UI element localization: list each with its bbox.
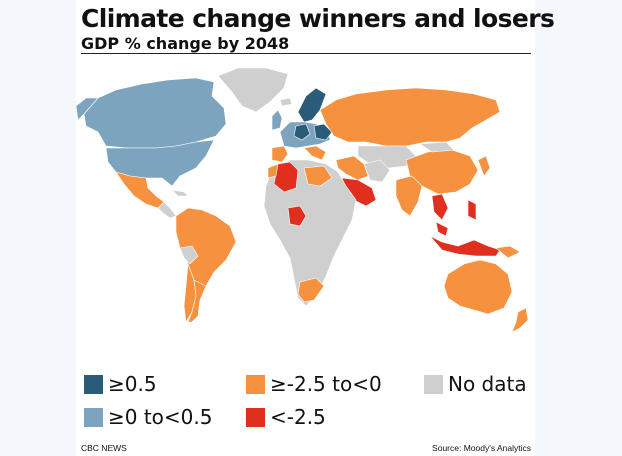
korea-japan-region [477, 155, 491, 177]
legend-swatch-gain-high [84, 374, 103, 394]
legend-swatch-loss-moderate [246, 374, 265, 394]
legend-swatch-no-data [424, 374, 443, 394]
india-region [395, 175, 423, 217]
region-south-america [175, 207, 237, 323]
region-central-america [115, 171, 189, 219]
region-southeast-asia [429, 193, 501, 257]
russia-region [319, 87, 501, 147]
chart-title: Climate change winners and losers [81, 4, 555, 33]
argentina-region [187, 279, 207, 323]
germany-region [293, 123, 311, 141]
morocco-region [267, 163, 279, 179]
algeria-region [273, 161, 299, 193]
eastern-europe-region [313, 123, 333, 141]
caribbean-region [171, 189, 189, 197]
legend-item-no-data: No data [424, 372, 527, 396]
malaysia-region [435, 221, 449, 237]
alaska-region [76, 97, 99, 121]
region-africa [263, 159, 357, 307]
indonesia-region [429, 235, 501, 257]
legend-label-loss-severe: <-2.5 [270, 405, 326, 429]
legend-item-gain-high: ≥0.5 [84, 372, 157, 396]
region-europe [271, 87, 333, 163]
nigeria-region [287, 205, 307, 227]
iran-region [363, 159, 391, 183]
new-zealand-region [511, 307, 529, 333]
south-africa-region [297, 277, 325, 303]
libya-egypt-region [303, 165, 333, 187]
bolivia-region [179, 245, 199, 265]
legend-item-loss-moderate: ≥-2.5 to<0 [246, 372, 382, 396]
southern-europe-region [303, 145, 327, 161]
footer-source: Source: Moody's Analytics [432, 443, 531, 453]
legend-item-loss-severe: <-2.5 [246, 405, 326, 429]
legend-label-gain-low: ≥0 to<0.5 [108, 405, 213, 429]
legend-swatch-gain-low [84, 407, 103, 427]
legend-swatch-loss-severe [246, 407, 265, 427]
title-divider [81, 53, 531, 54]
mongolia-region [419, 141, 455, 153]
africa-region [263, 159, 357, 307]
chart-subtitle: GDP % change by 2048 [81, 34, 290, 53]
region-russia-asia [319, 87, 501, 217]
canada-region [83, 77, 227, 149]
uk-region [271, 109, 283, 131]
new-guinea-region [495, 245, 521, 259]
footer-credit: CBC NEWS [81, 443, 127, 453]
indochina-region [431, 193, 449, 221]
iberia-region [271, 145, 289, 163]
legend-label-no-data: No data [448, 372, 527, 396]
region-canada-usa [76, 67, 289, 187]
australia-region [443, 259, 513, 315]
middle-east-region [335, 155, 369, 181]
infographic-card: Climate change winners and losers GDP % … [76, 0, 555, 456]
iceland-region [279, 97, 293, 107]
legend-item-gain-low: ≥0 to<0.5 [84, 405, 212, 429]
legend-label-gain-high: ≥0.5 [108, 372, 157, 396]
philippines-region [467, 199, 477, 221]
world-map [76, 67, 529, 333]
scandinavia-region [297, 87, 327, 123]
region-oceania [443, 245, 529, 333]
legend-label-loss-moderate: ≥-2.5 to<0 [270, 372, 382, 396]
greenland-region [217, 67, 289, 113]
